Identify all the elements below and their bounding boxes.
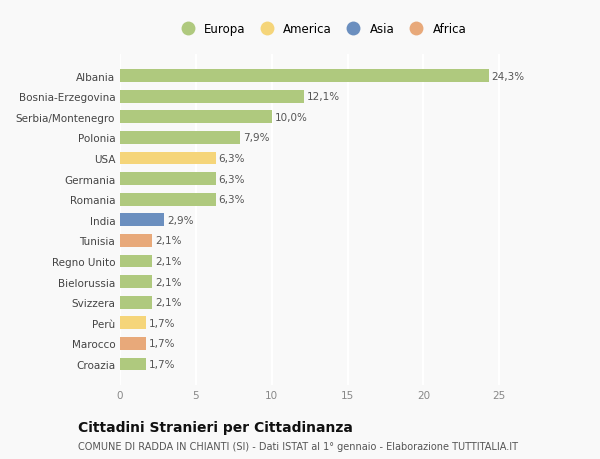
Text: 1,7%: 1,7% [149, 359, 175, 369]
Legend: Europa, America, Asia, Africa: Europa, America, Asia, Africa [171, 18, 471, 40]
Text: 6,3%: 6,3% [218, 154, 245, 164]
Bar [120, 358, 146, 370]
Bar [120, 337, 146, 350]
Bar [120, 317, 146, 330]
Text: 1,7%: 1,7% [149, 339, 175, 348]
Text: 2,1%: 2,1% [155, 277, 181, 287]
Bar [120, 152, 215, 165]
Text: 2,1%: 2,1% [155, 236, 181, 246]
Bar [120, 132, 240, 145]
Bar [120, 70, 488, 83]
Text: 2,1%: 2,1% [155, 257, 181, 266]
Bar [120, 193, 215, 206]
Text: 12,1%: 12,1% [307, 92, 340, 102]
Bar [120, 90, 304, 103]
Bar [120, 214, 164, 227]
Text: 10,0%: 10,0% [275, 112, 308, 123]
Bar [120, 235, 152, 247]
Text: COMUNE DI RADDA IN CHIANTI (SI) - Dati ISTAT al 1° gennaio - Elaborazione TUTTIT: COMUNE DI RADDA IN CHIANTI (SI) - Dati I… [78, 441, 518, 451]
Bar [120, 255, 152, 268]
Text: Cittadini Stranieri per Cittadinanza: Cittadini Stranieri per Cittadinanza [78, 420, 353, 434]
Bar [120, 111, 272, 124]
Bar [120, 296, 152, 309]
Text: 1,7%: 1,7% [149, 318, 175, 328]
Bar [120, 275, 152, 288]
Text: 7,9%: 7,9% [243, 133, 269, 143]
Text: 6,3%: 6,3% [218, 195, 245, 205]
Text: 6,3%: 6,3% [218, 174, 245, 184]
Bar [120, 173, 215, 185]
Text: 2,1%: 2,1% [155, 297, 181, 308]
Text: 2,9%: 2,9% [167, 215, 194, 225]
Text: 24,3%: 24,3% [491, 72, 525, 81]
